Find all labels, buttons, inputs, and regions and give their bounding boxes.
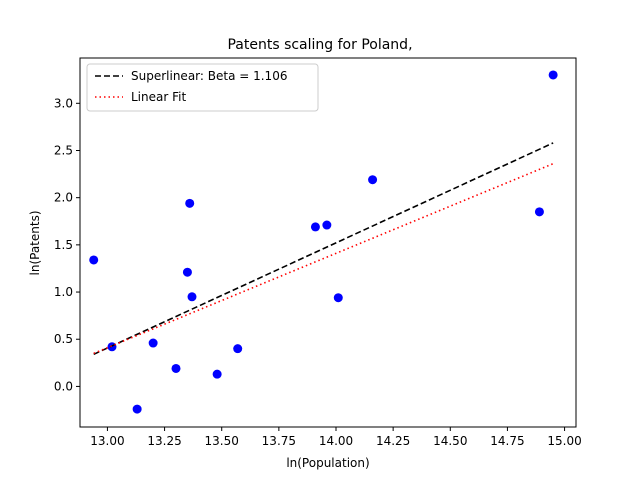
data-point — [535, 207, 544, 216]
y-tick-label: 0.0 — [54, 379, 73, 393]
y-tick-label: 0.5 — [54, 332, 73, 346]
x-tick-label: 13.75 — [262, 434, 296, 448]
data-point — [89, 255, 98, 264]
y-tick-label: 1.0 — [54, 285, 73, 299]
x-tick-label: 13.50 — [205, 434, 239, 448]
y-axis-label: ln(Patents) — [28, 210, 42, 275]
x-tick-label: 14.50 — [433, 434, 467, 448]
chart-title: Patents scaling for Poland, — [227, 37, 412, 53]
x-tick-label: 14.25 — [376, 434, 410, 448]
data-point — [334, 293, 343, 302]
axes-frame — [80, 58, 576, 427]
x-tick-label: 14.75 — [490, 434, 524, 448]
y-tick-label: 2.0 — [54, 191, 73, 205]
data-point — [213, 370, 222, 379]
plot-area — [89, 70, 557, 413]
data-point — [368, 175, 377, 184]
y-tick-label: 2.5 — [54, 143, 73, 157]
superlinear-fit-line — [94, 143, 553, 354]
data-point — [188, 292, 197, 301]
x-tick-label: 15.00 — [547, 434, 581, 448]
legend-label: Superlinear: Beta = 1.106 — [131, 69, 287, 83]
x-tick-label: 14.00 — [319, 434, 353, 448]
data-point — [183, 268, 192, 277]
data-point — [149, 339, 158, 348]
data-point — [322, 221, 331, 230]
y-tick-label: 3.0 — [54, 96, 73, 110]
data-point — [549, 70, 558, 79]
legend-label: Linear Fit — [131, 90, 186, 104]
linear-fit-line — [94, 164, 553, 354]
x-axis: 13.00 13.25 13.50 13.75 14.00 14.25 14.50 14.75… — [90, 427, 582, 448]
data-point — [311, 222, 320, 231]
x-tick-label: 13.25 — [147, 434, 181, 448]
x-tick-label: 13.00 — [90, 434, 124, 448]
legend: Superlinear: Beta = 1.106 Linear Fit — [87, 64, 318, 111]
y-tick-label: 1.5 — [54, 238, 73, 252]
data-point — [172, 364, 181, 373]
data-point — [233, 344, 242, 353]
data-point — [185, 199, 194, 208]
data-point — [133, 405, 142, 414]
x-axis-label: ln(Population) — [286, 456, 369, 470]
y-axis: 0.0 0.5 1.0 1.5 2.0 2.5 3.0 — [54, 96, 80, 393]
